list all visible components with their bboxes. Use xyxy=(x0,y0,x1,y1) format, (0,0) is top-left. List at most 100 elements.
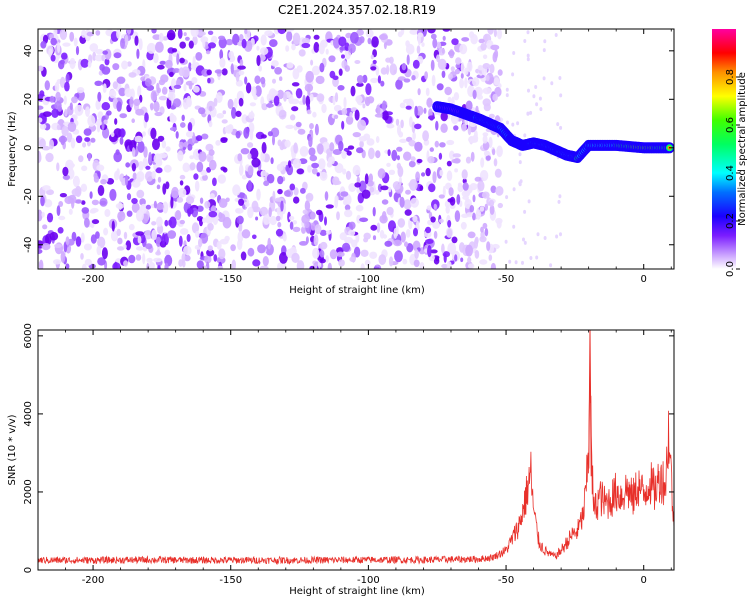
noise-blob xyxy=(511,122,515,127)
noise-blob xyxy=(285,45,290,52)
noise-blob xyxy=(334,92,339,103)
noise-blob xyxy=(45,152,54,163)
noise-blob xyxy=(45,45,54,55)
noise-blob xyxy=(321,103,327,114)
colorbar-gradient xyxy=(712,29,736,269)
noise-blob xyxy=(131,147,136,158)
noise-blob xyxy=(333,37,340,49)
noise-blob xyxy=(345,115,354,125)
noise-blob xyxy=(288,215,295,221)
noise-blob xyxy=(467,125,472,136)
noise-blob xyxy=(199,197,204,204)
noise-blob xyxy=(157,224,164,235)
noise-blob xyxy=(422,130,429,142)
noise-blob xyxy=(80,253,84,260)
noise-blob xyxy=(144,229,153,240)
noise-blob xyxy=(59,59,65,65)
noise-blob xyxy=(42,185,51,191)
noise-blob xyxy=(276,207,280,216)
noise-blob xyxy=(446,160,452,167)
spectrogram-x-tick-label: -200 xyxy=(82,274,105,285)
noise-blob xyxy=(432,38,438,49)
noise-blob xyxy=(386,162,391,167)
noise-blob xyxy=(61,52,68,60)
noise-blob xyxy=(496,219,502,229)
noise-blob xyxy=(183,32,187,37)
noise-blob xyxy=(474,250,480,259)
noise-blob xyxy=(175,210,182,221)
noise-blob xyxy=(156,82,160,92)
noise-blob xyxy=(73,37,78,47)
noise-blob xyxy=(386,206,394,216)
noise-blob xyxy=(370,224,378,231)
noise-blob xyxy=(409,179,418,191)
noise-blob xyxy=(50,54,56,62)
noise-blob xyxy=(133,98,141,107)
noise-blob xyxy=(394,250,403,263)
noise-blob xyxy=(277,262,283,269)
noise-blob xyxy=(379,34,388,40)
noise-blob xyxy=(381,199,389,205)
noise-blob xyxy=(475,105,479,114)
noise-blob xyxy=(426,205,432,211)
snr-y-tick-label: 4000 xyxy=(23,401,34,426)
noise-blob xyxy=(529,110,533,115)
noise-blob xyxy=(210,35,218,44)
noise-blob xyxy=(97,257,106,266)
noise-blob xyxy=(176,53,180,65)
noise-blob xyxy=(158,79,166,86)
noise-blob xyxy=(318,158,326,170)
noise-blob xyxy=(150,103,154,111)
noise-blob xyxy=(457,184,464,193)
noise-blob xyxy=(198,238,203,248)
noise-blob xyxy=(215,140,221,146)
noise-blob xyxy=(374,190,380,195)
noise-blob xyxy=(495,186,504,196)
noise-blob xyxy=(131,179,141,188)
noise-blob xyxy=(435,120,439,131)
noise-blob xyxy=(534,85,538,89)
noise-blob xyxy=(57,42,61,54)
noise-blob xyxy=(277,188,283,195)
noise-blob xyxy=(388,256,394,267)
noise-blob xyxy=(162,201,169,214)
noise-blob xyxy=(344,204,351,211)
noise-blob xyxy=(91,199,99,206)
noise-blob xyxy=(341,54,345,59)
noise-blob xyxy=(156,216,163,227)
colorbar-label: Normalized spectral amplitude xyxy=(737,72,748,226)
noise-blob xyxy=(527,199,531,204)
noise-blob xyxy=(403,98,412,104)
noise-blob xyxy=(413,227,418,237)
noise-blob xyxy=(262,256,269,267)
noise-blob xyxy=(85,106,90,117)
noise-blob xyxy=(249,102,257,107)
noise-blob xyxy=(296,168,305,175)
noise-blob xyxy=(472,194,476,203)
noise-blob xyxy=(256,55,261,67)
noise-blob xyxy=(310,222,316,231)
noise-blob xyxy=(278,109,287,120)
noise-blob xyxy=(240,148,250,155)
noise-blob xyxy=(166,29,176,41)
noise-blob xyxy=(342,242,351,252)
noise-blob xyxy=(42,111,52,117)
noise-blob xyxy=(433,203,437,210)
noise-blob xyxy=(252,234,257,240)
noise-blob xyxy=(504,239,508,244)
noise-blob xyxy=(425,239,434,244)
noise-blob xyxy=(213,254,218,262)
noise-blob xyxy=(96,164,105,172)
noise-blob xyxy=(157,135,165,142)
noise-blob xyxy=(56,205,61,217)
noise-blob xyxy=(138,161,144,171)
noise-blob xyxy=(74,185,82,198)
noise-blob xyxy=(161,140,167,149)
noise-blob xyxy=(64,81,70,92)
noise-blob xyxy=(102,50,108,55)
noise-blob xyxy=(66,132,73,143)
noise-blob xyxy=(39,123,47,130)
noise-blob xyxy=(104,58,110,66)
noise-blob xyxy=(81,207,90,214)
noise-blob xyxy=(280,200,284,212)
